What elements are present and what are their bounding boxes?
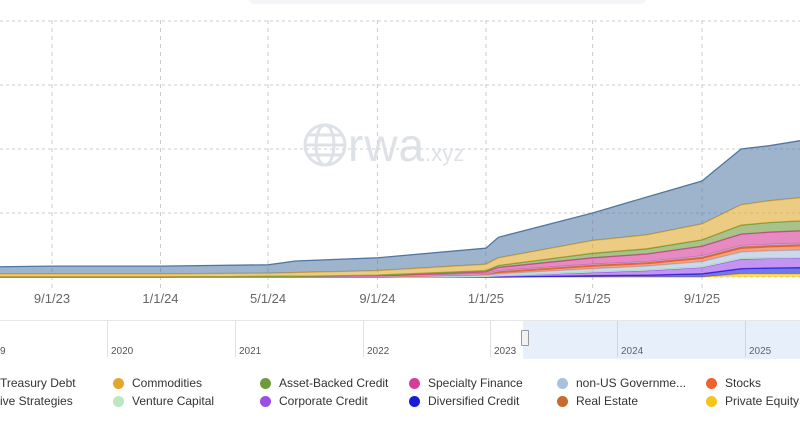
legend-dot-icon — [706, 377, 717, 389]
area-commodities[interactable] — [0, 195, 800, 277]
legend-dot-icon — [557, 395, 568, 407]
legend-dot-icon — [409, 395, 420, 407]
area-private-equity[interactable] — [0, 273, 800, 277]
legend-item[interactable]: Corporate Credit — [260, 394, 368, 408]
legend-item[interactable]: non-US Governme... — [557, 376, 686, 390]
legend-dot-icon — [706, 395, 717, 407]
legend-item[interactable]: Venture Capital — [113, 394, 214, 408]
legend-item[interactable]: Private Equity — [706, 394, 799, 408]
x-tick-label: 5/1/25 — [575, 291, 611, 306]
legend-label: Private Equity — [725, 394, 800, 408]
navigator-year-label: 2025 — [745, 321, 771, 357]
rwa-watermark: rwa .xyz — [302, 118, 464, 172]
series-areas — [0, 136, 800, 278]
legend-label: Corporate Credit — [279, 394, 368, 408]
legend-label: Commodities — [132, 376, 203, 390]
globe-icon — [303, 123, 347, 167]
legend-label: non-US Governme... — [576, 376, 687, 390]
legend-label: Specialty Finance — [428, 376, 523, 390]
x-tick-label: 9/1/24 — [359, 291, 395, 306]
navigator-selected-range[interactable] — [523, 321, 800, 359]
legend-dot-icon — [557, 377, 568, 389]
legend-item[interactable]: Stocks — [706, 376, 761, 390]
navigator-year-label: 2020 — [107, 321, 133, 357]
legend-label: Venture Capital — [132, 394, 215, 408]
x-axis: 9/1/23 1/1/24 5/1/24 9/1/24 1/1/25 5/1/25 9/1/… — [34, 291, 720, 306]
watermark-suffix: .xyz — [425, 141, 465, 166]
navigator-year-label: 2023 — [490, 321, 516, 357]
legend-label: Treasury Debt — [0, 376, 76, 390]
legend-item[interactable]: Diversified Credit — [409, 394, 519, 408]
area-non-us-governme-[interactable] — [0, 250, 800, 278]
x-tick-label: 1/1/25 — [468, 291, 504, 306]
navigator-left-handle[interactable] — [521, 330, 529, 346]
x-tick-label: 1/1/24 — [142, 291, 178, 306]
x-tick-label: 9/1/25 — [684, 291, 720, 306]
legend-item[interactable]: Specialty Finance — [409, 376, 523, 390]
legend-label: ive Strategies — [0, 394, 73, 408]
navigator-year-label: 2024 — [617, 321, 643, 357]
stacked-area-chart: 9/1/23 1/1/24 5/1/24 9/1/24 1/1/25 5/1/25 9/1/… — [0, 20, 800, 306]
series-line — [0, 140, 800, 268]
legend-dot-icon — [260, 395, 271, 407]
legend-item[interactable]: Real Estate — [557, 394, 638, 408]
area-treasury-debt[interactable] — [0, 136, 800, 274]
legend-dot-icon — [260, 377, 271, 389]
legend-dot-icon — [409, 377, 420, 389]
legend-item[interactable]: Commodities — [113, 376, 202, 390]
watermark-text: rwa — [348, 119, 426, 171]
legend-dot-icon — [113, 395, 124, 407]
range-navigator[interactable]: 9 2020 2021 2022 2023 2024 2025 — [0, 320, 800, 359]
navigator-year-label: 2021 — [235, 321, 261, 357]
legend-item[interactable]: ive Strategies — [0, 394, 73, 408]
legend-label: Stocks — [725, 376, 762, 390]
legend-label: Asset-Backed Credit — [279, 376, 389, 390]
legend-dot-icon — [113, 377, 124, 389]
legend-item[interactable]: Treasury Debt — [0, 376, 76, 390]
navigator-year-label: 9 — [0, 346, 6, 357]
legend-item[interactable]: Asset-Backed Credit — [260, 376, 388, 390]
navigator-year-label: 2022 — [363, 321, 389, 357]
legend-label: Diversified Credit — [428, 394, 520, 408]
legend-label: Real Estate — [576, 394, 639, 408]
x-tick-label: 9/1/23 — [34, 291, 70, 306]
chart-toolbar-edge — [250, 0, 645, 2]
x-tick-label: 5/1/24 — [250, 291, 286, 306]
